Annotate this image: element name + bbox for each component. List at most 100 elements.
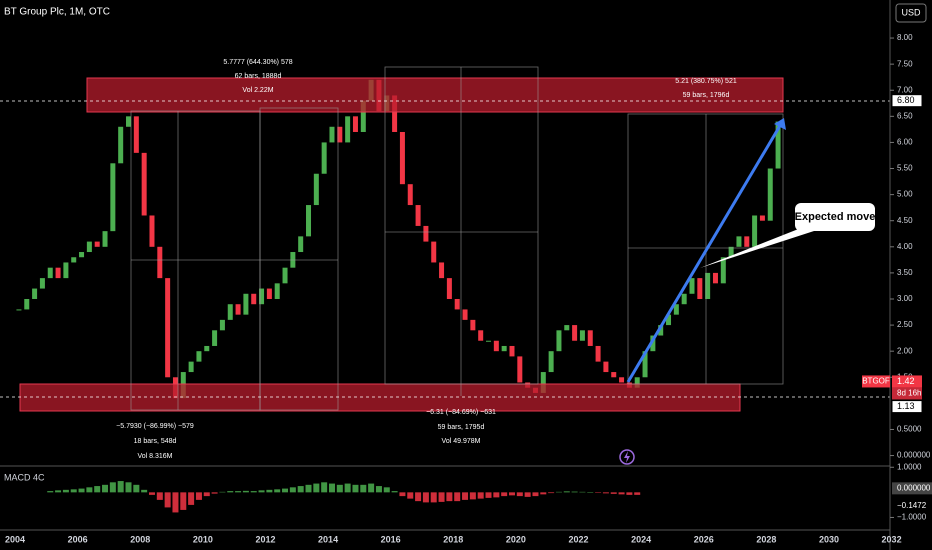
candle — [188, 361, 194, 373]
symbol-box — [862, 375, 890, 388]
candle — [619, 377, 625, 383]
candle — [759, 215, 765, 221]
macd-bar — [102, 484, 109, 493]
indicator-name: MACD 4C — [4, 472, 45, 482]
annotation: −5.7930 (−86.99%) −579 — [116, 423, 194, 430]
macd-bar — [117, 481, 124, 493]
x-tick-label: 2020 — [506, 534, 526, 544]
y-tick-label: 2.50 — [897, 320, 913, 329]
candle — [47, 267, 53, 279]
macd-bar — [336, 484, 343, 493]
candle — [689, 278, 695, 294]
macd-bar — [321, 482, 328, 493]
arrow-head — [774, 118, 786, 130]
candle — [298, 236, 304, 253]
candle — [94, 241, 100, 247]
candle — [673, 304, 679, 315]
candle — [642, 351, 648, 378]
macd-bar — [508, 492, 515, 496]
symbol-label: BTGOF — [862, 377, 890, 386]
candle — [212, 330, 218, 346]
candle — [352, 116, 358, 132]
candle — [454, 298, 460, 310]
macd-bar — [571, 491, 578, 493]
macd-bar — [516, 492, 523, 497]
macd-bar — [188, 492, 195, 505]
macd-bar — [47, 491, 54, 493]
macd-bar — [352, 484, 359, 493]
y-tick-label: 8.00 — [897, 33, 913, 42]
candle — [564, 325, 570, 331]
candle — [611, 372, 617, 378]
macd-bar — [62, 489, 69, 493]
candle — [579, 330, 585, 341]
macd-bar — [375, 486, 382, 493]
candle — [572, 325, 578, 341]
candle — [712, 272, 718, 284]
candle — [337, 126, 343, 143]
y-tick-label: 3.00 — [897, 294, 913, 303]
candle — [556, 330, 562, 352]
candle — [71, 257, 77, 263]
macd-bar — [242, 490, 249, 493]
candle — [329, 126, 335, 143]
candle — [423, 225, 429, 242]
candle — [204, 345, 210, 352]
annotation: −6.31 (−84.69%) −631 — [426, 409, 496, 416]
macd-bar — [344, 483, 351, 493]
candle — [478, 330, 484, 341]
x-tick-label: 2004 — [5, 534, 25, 544]
candle — [634, 377, 640, 388]
event-icon[interactable] — [619, 449, 635, 465]
candle — [157, 246, 163, 279]
candle — [63, 262, 69, 279]
candle — [587, 330, 593, 346]
x-tick-label: 2006 — [68, 534, 88, 544]
price-label-box — [892, 375, 922, 388]
macd-bar — [524, 492, 531, 497]
macd-bar — [180, 492, 187, 510]
candle — [141, 152, 147, 216]
annotation: Vol 49.978M — [442, 438, 481, 445]
macd-bar — [548, 492, 555, 494]
event-icon-bolt — [624, 451, 630, 463]
candle — [517, 356, 523, 383]
candle — [603, 361, 609, 373]
candle — [118, 126, 124, 164]
candle — [650, 335, 656, 352]
y-tick-label: −1.0000 — [897, 513, 927, 522]
macd-value-label: −0.1472 — [897, 501, 927, 510]
macd-bar — [266, 489, 273, 493]
annotation: 62 bars, 1888d — [235, 73, 282, 80]
candle — [16, 309, 22, 311]
y-tick-label: 4.50 — [897, 216, 913, 225]
candle — [767, 168, 773, 221]
candle — [595, 345, 601, 362]
macd-bar — [407, 492, 414, 499]
macd-value-box — [892, 500, 932, 513]
macd-bar — [555, 491, 562, 493]
candle — [282, 267, 288, 284]
macd-bar — [133, 484, 140, 493]
candle — [720, 257, 726, 284]
macd-bar — [328, 483, 335, 493]
macd-bar — [289, 487, 296, 493]
candle — [133, 116, 139, 153]
candle — [658, 325, 664, 336]
macd-bar — [383, 487, 390, 493]
candle — [775, 121, 781, 169]
candle — [462, 309, 468, 320]
macd-bar — [587, 492, 594, 493]
macd-bar — [579, 491, 586, 493]
x-tick-label: 2024 — [631, 534, 651, 544]
candle — [548, 351, 554, 373]
macd-value-label: 0.000000 — [897, 483, 931, 492]
candle — [79, 252, 85, 258]
currency-button[interactable] — [895, 3, 927, 23]
candle — [102, 231, 108, 247]
x-tick-label: 2028 — [756, 534, 776, 544]
callout-pointer — [700, 226, 814, 268]
candle — [736, 236, 742, 247]
candle — [407, 184, 413, 206]
candle — [345, 116, 351, 143]
